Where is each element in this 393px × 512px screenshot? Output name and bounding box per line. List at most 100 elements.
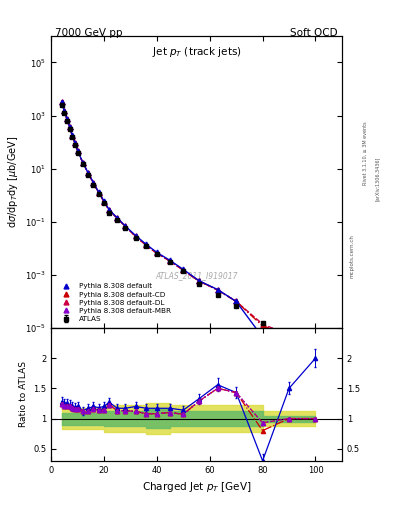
Pythia 8.308 default-DL (115, 215, 119, 221)
Pythia 8.308 default (197, 278, 202, 284)
Pythia 8.308 default (115, 215, 119, 221)
Legend: Pythia 8.308 default, Pythia 8.308 default-CD, Pythia 8.308 default-DL, Pythia 8: Pythia 8.308 default, Pythia 8.308 defau… (55, 281, 173, 325)
Pythia 8.308 default-CD (91, 180, 96, 186)
Pythia 8.308 default-MBR (81, 159, 85, 165)
Pythia 8.308 default-DL (107, 207, 112, 214)
Pythia 8.308 default-MBR (102, 199, 107, 205)
Pythia 8.308 default (181, 266, 185, 272)
Pythia 8.308 default (286, 347, 291, 353)
Pythia 8.308 default-CD (107, 207, 112, 214)
Pythia 8.308 default-CD (64, 116, 69, 122)
Line: Pythia 8.308 default-DL: Pythia 8.308 default-DL (59, 100, 318, 342)
Line: Pythia 8.308 default-CD: Pythia 8.308 default-CD (59, 100, 318, 341)
Pythia 8.308 default-DL (215, 287, 220, 293)
Pythia 8.308 default-DL (168, 258, 173, 264)
Pythia 8.308 default-DL (75, 148, 80, 154)
Pythia 8.308 default (59, 99, 64, 105)
Line: Pythia 8.308 default: Pythia 8.308 default (59, 100, 318, 352)
Pythia 8.308 default (102, 198, 107, 204)
Pythia 8.308 default-DL (70, 133, 75, 139)
Line: Pythia 8.308 default-MBR: Pythia 8.308 default-MBR (59, 100, 318, 342)
Pythia 8.308 default-DL (96, 189, 101, 196)
Pythia 8.308 default-CD (313, 335, 318, 342)
Pythia 8.308 default-CD (260, 323, 265, 329)
Pythia 8.308 default-MBR (107, 207, 112, 214)
Pythia 8.308 default-CD (181, 267, 185, 273)
Pythia 8.308 default-MBR (286, 332, 291, 338)
Pythia 8.308 default (81, 159, 85, 165)
Pythia 8.308 default-DL (81, 159, 85, 165)
Pythia 8.308 default-CD (197, 278, 202, 284)
Y-axis label: Ratio to ATLAS: Ratio to ATLAS (18, 361, 28, 428)
Pythia 8.308 default-CD (86, 170, 90, 176)
Pythia 8.308 default-CD (67, 124, 72, 131)
Pythia 8.308 default-CD (81, 159, 85, 165)
Pythia 8.308 default-DL (62, 108, 67, 114)
Pythia 8.308 default (64, 116, 69, 122)
Pythia 8.308 default-CD (215, 287, 220, 293)
Pythia 8.308 default-CD (123, 223, 127, 229)
Pythia 8.308 default-CD (115, 215, 119, 221)
Pythia 8.308 default-CD (133, 233, 138, 240)
Pythia 8.308 default (168, 258, 173, 264)
Pythia 8.308 default-MBR (115, 215, 119, 221)
Pythia 8.308 default-CD (70, 133, 75, 139)
Pythia 8.308 default-MBR (75, 148, 80, 154)
Pythia 8.308 default (260, 334, 265, 340)
Pythia 8.308 default-MBR (96, 189, 101, 196)
Text: [arXiv:1306.3436]: [arXiv:1306.3436] (375, 157, 380, 201)
Pythia 8.308 default-MBR (234, 298, 239, 305)
Pythia 8.308 default-MBR (67, 124, 72, 131)
Pythia 8.308 default (96, 189, 101, 195)
Pythia 8.308 default-MBR (313, 336, 318, 343)
Pythia 8.308 default-MBR (181, 267, 185, 273)
Pythia 8.308 default (75, 147, 80, 154)
Pythia 8.308 default-CD (286, 332, 291, 338)
Pythia 8.308 default-DL (59, 99, 64, 105)
Pythia 8.308 default-DL (234, 298, 239, 305)
Pythia 8.308 default-DL (154, 250, 159, 257)
Pythia 8.308 default (234, 298, 239, 305)
Pythia 8.308 default-DL (102, 199, 107, 205)
Pythia 8.308 default-CD (75, 148, 80, 154)
Pythia 8.308 default-DL (181, 267, 185, 273)
Pythia 8.308 default (67, 124, 72, 130)
Text: mcplots.cern.ch: mcplots.cern.ch (349, 234, 354, 278)
Pythia 8.308 default-MBR (70, 133, 75, 139)
Pythia 8.308 default-DL (197, 278, 202, 284)
Pythia 8.308 default-DL (67, 124, 72, 131)
X-axis label: Charged Jet $p_T$ [GeV]: Charged Jet $p_T$ [GeV] (142, 480, 251, 494)
Pythia 8.308 default-DL (144, 242, 149, 248)
Pythia 8.308 default-MBR (64, 116, 69, 122)
Pythia 8.308 default-DL (91, 180, 96, 186)
Pythia 8.308 default (62, 108, 67, 114)
Pythia 8.308 default-MBR (86, 170, 90, 176)
Pythia 8.308 default-CD (154, 250, 159, 257)
Pythia 8.308 default-DL (313, 336, 318, 342)
Text: Jet $p_T$ (track jets): Jet $p_T$ (track jets) (152, 45, 241, 58)
Pythia 8.308 default-CD (144, 242, 149, 248)
Pythia 8.308 default (154, 249, 159, 255)
Pythia 8.308 default (123, 223, 127, 229)
Pythia 8.308 default-MBR (144, 242, 149, 248)
Y-axis label: d$\sigma$/dp$_{T}$dy [$\mu$b/GeV]: d$\sigma$/dp$_{T}$dy [$\mu$b/GeV] (6, 136, 20, 228)
Pythia 8.308 default (215, 287, 220, 293)
Pythia 8.308 default-MBR (168, 258, 173, 264)
Pythia 8.308 default-CD (168, 258, 173, 264)
Pythia 8.308 default-DL (260, 321, 265, 327)
Pythia 8.308 default-MBR (91, 180, 96, 186)
Pythia 8.308 default-CD (96, 189, 101, 196)
Pythia 8.308 default (107, 207, 112, 213)
Pythia 8.308 default-MBR (62, 108, 67, 114)
Pythia 8.308 default-DL (86, 170, 90, 176)
Pythia 8.308 default-MBR (133, 233, 138, 240)
Pythia 8.308 default-DL (64, 116, 69, 122)
Pythia 8.308 default-CD (234, 298, 239, 305)
Pythia 8.308 default-CD (59, 99, 64, 105)
Pythia 8.308 default-MBR (73, 140, 77, 146)
Text: ATLAS_2011_I919017: ATLAS_2011_I919017 (155, 271, 238, 280)
Text: 7000 GeV pp: 7000 GeV pp (55, 28, 123, 38)
Pythia 8.308 default (144, 241, 149, 247)
Pythia 8.308 default-MBR (260, 322, 265, 328)
Pythia 8.308 default-MBR (123, 223, 127, 229)
